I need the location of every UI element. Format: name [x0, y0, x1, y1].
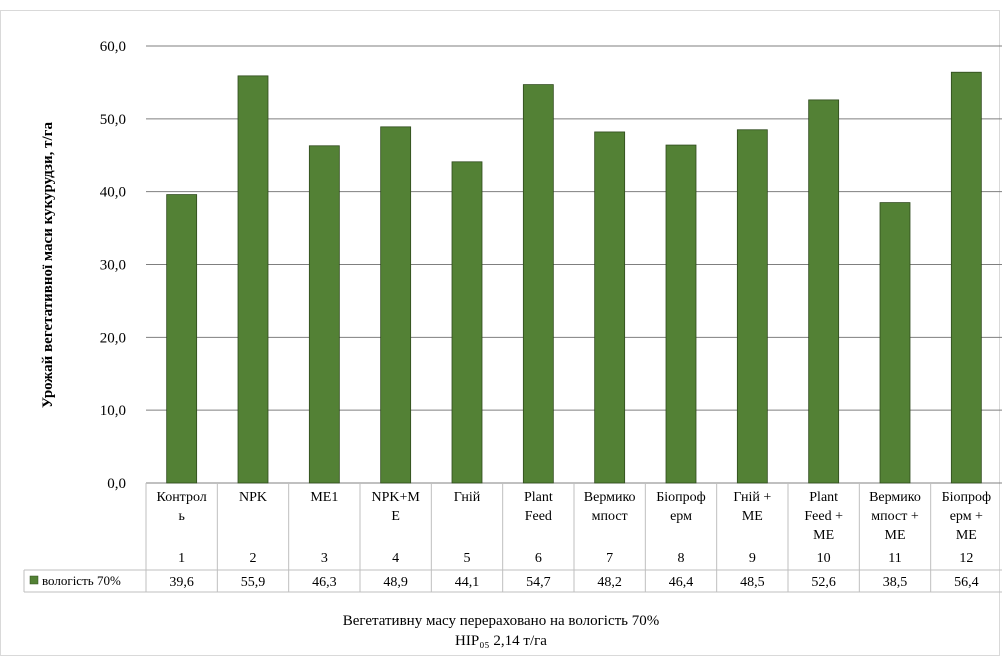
- y-axis-title: Урожай вегетативної маси кукурудзи, т/га: [40, 122, 56, 408]
- bar: [950, 71, 982, 484]
- category-number: 4: [392, 551, 399, 566]
- bar: [736, 129, 768, 484]
- data-label: 52,6: [811, 575, 836, 590]
- category-number: 3: [321, 551, 328, 566]
- category-label: Feed +: [804, 509, 843, 524]
- category-number: 8: [678, 551, 685, 566]
- category-label: Вермико: [869, 490, 921, 505]
- data-label: 46,3: [312, 575, 337, 590]
- data-label: 55,9: [241, 575, 266, 590]
- category-label: Вермико: [584, 490, 636, 505]
- bar: [522, 84, 554, 484]
- footnote-moisture: Вегетативну масу перераховано на вологіс…: [342, 613, 660, 629]
- category-number: 6: [535, 551, 542, 566]
- data-label: 56,4: [954, 575, 979, 590]
- category-label: Гній: [454, 490, 481, 505]
- bar: [380, 126, 412, 484]
- data-label: 39,6: [169, 575, 194, 590]
- category-label: МЕ: [956, 528, 977, 543]
- category-label: ь: [178, 509, 184, 524]
- category-label: NPK+М: [371, 490, 420, 505]
- category-label: Контрол: [157, 490, 207, 505]
- category-label: МЕ1: [310, 490, 338, 505]
- y-tick-label: 50,0: [100, 112, 126, 128]
- y-tick-label: 40,0: [100, 185, 126, 201]
- category-label: Біопроф: [656, 490, 706, 505]
- legend-swatch: [29, 575, 39, 585]
- category-label: мпост: [592, 509, 628, 524]
- y-tick-label: 10,0: [100, 403, 126, 419]
- footnote-lsd: НІР₀₅ 2,14 т/га: [455, 633, 547, 649]
- bar: [308, 145, 340, 484]
- bar: [594, 131, 626, 484]
- bar: [879, 202, 911, 484]
- category-label: МЕ: [813, 528, 834, 543]
- category-number: 11: [888, 551, 901, 566]
- legend-label: вологість 70%: [42, 573, 121, 588]
- data-label: 54,7: [526, 575, 551, 590]
- data-label: 48,9: [383, 575, 408, 590]
- bar: [808, 99, 840, 484]
- category-label: ерм +: [950, 509, 983, 524]
- bar: [166, 194, 198, 484]
- bar: [237, 75, 269, 484]
- category-label: Біопроф: [942, 490, 992, 505]
- category-label: МЕ: [742, 509, 763, 524]
- y-tick-label: 0,0: [107, 476, 126, 492]
- category-number: 9: [749, 551, 756, 566]
- category-label: Е: [391, 509, 400, 524]
- category-label: Feed: [525, 509, 552, 524]
- category-label: Гній +: [733, 490, 771, 505]
- category-label: Plant: [524, 490, 553, 505]
- data-label: 44,1: [455, 575, 480, 590]
- data-label: 38,5: [883, 575, 908, 590]
- bar: [451, 161, 483, 484]
- data-label: 48,5: [740, 575, 765, 590]
- category-label: NPK: [239, 490, 267, 505]
- chart-frame: [0, 10, 1000, 656]
- category-number: 10: [817, 551, 831, 566]
- bar: [665, 144, 697, 484]
- data-label: 46,4: [669, 575, 694, 590]
- category-number: 7: [606, 551, 613, 566]
- category-number: 12: [959, 551, 973, 566]
- category-number: 2: [250, 551, 257, 566]
- data-label: 48,2: [597, 575, 622, 590]
- category-label: мпост +: [871, 509, 919, 524]
- y-tick-label: 60,0: [100, 39, 126, 55]
- category-label: ерм: [670, 509, 692, 524]
- y-tick-label: 20,0: [100, 330, 126, 346]
- y-tick-label: 30,0: [100, 258, 126, 274]
- category-number: 5: [464, 551, 471, 566]
- category-label: МЕ: [885, 528, 906, 543]
- category-number: 1: [178, 551, 185, 566]
- category-label: Plant: [809, 490, 838, 505]
